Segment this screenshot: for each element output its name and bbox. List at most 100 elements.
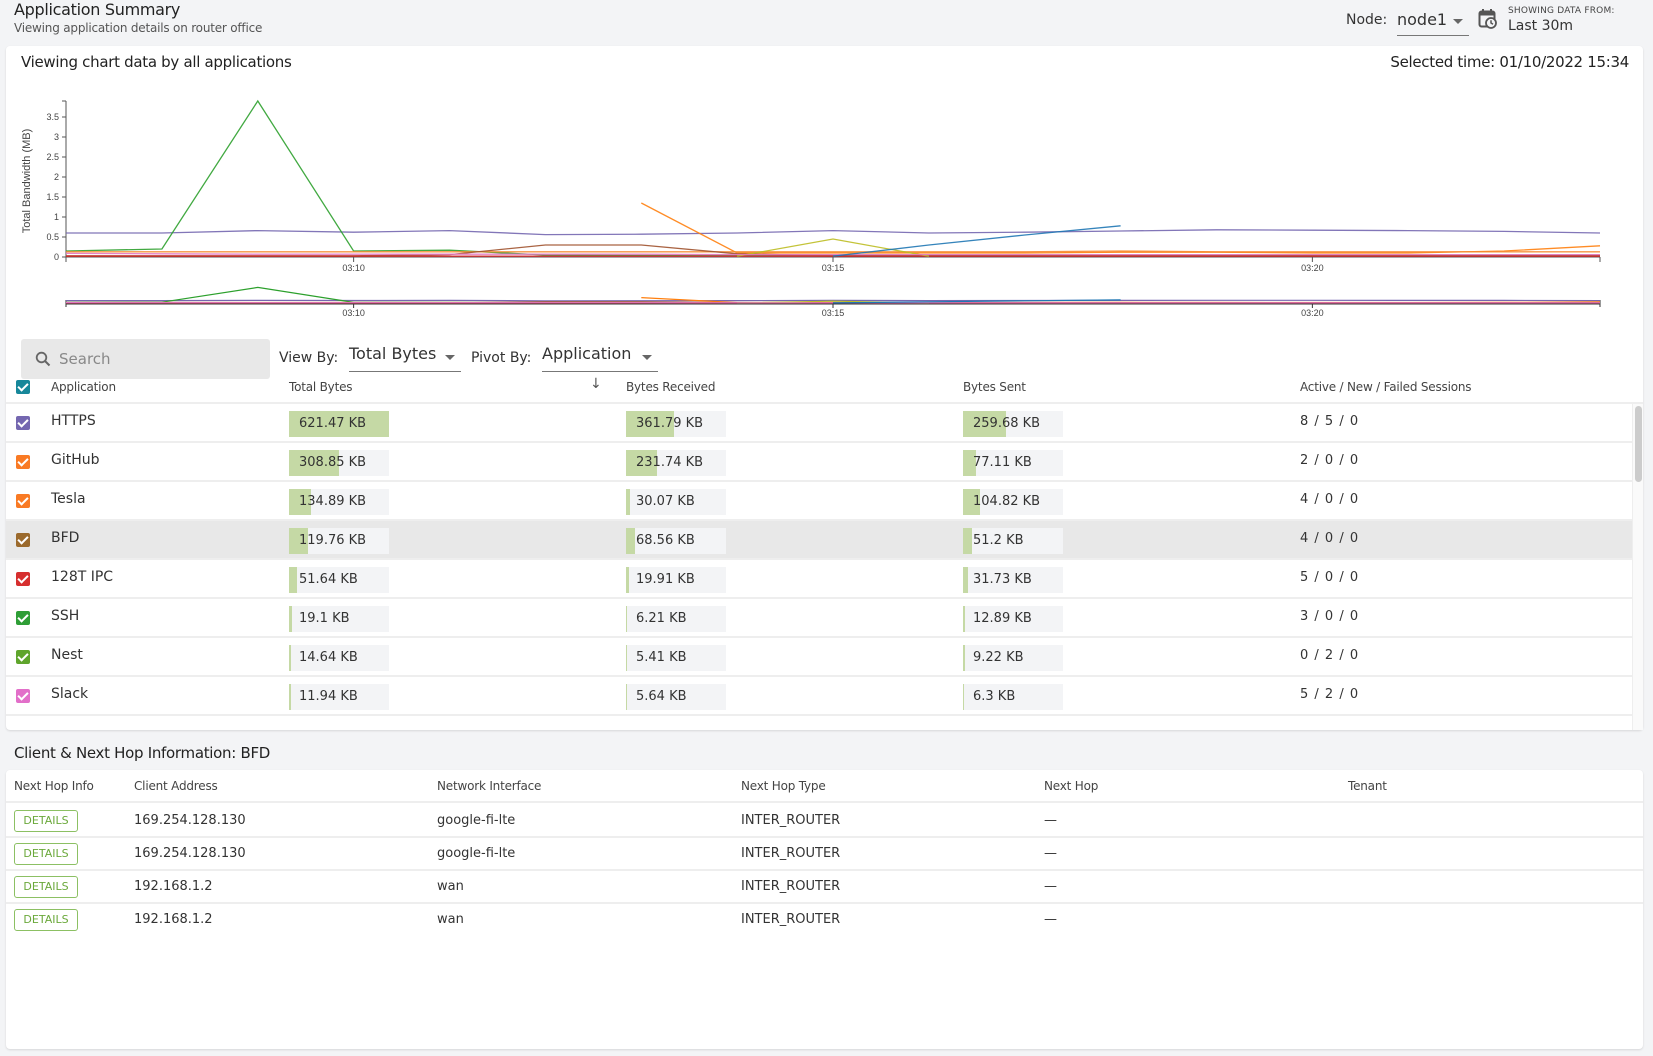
bytes-received-cell: 361.79 KB — [626, 411, 726, 437]
bytes-received-bar — [626, 489, 630, 515]
sessions-value: 3 / 0 / 0 — [1300, 609, 1360, 624]
bytes-sent-cell: 12.89 KB — [963, 606, 1063, 632]
sessions-value: 2 / 0 / 0 — [1300, 453, 1360, 468]
application-name: HTTPS — [51, 413, 96, 429]
total-bytes-value: 308.85 KB — [299, 455, 367, 470]
client-address: 169.254.128.130 — [134, 813, 246, 828]
details-button[interactable]: DETAILS — [14, 843, 78, 865]
series-line-github[interactable] — [640, 202, 1601, 254]
series-line-slack[interactable] — [65, 252, 1600, 256]
pivot-by-label: Pivot By: — [471, 350, 532, 366]
row-checkbox[interactable] — [16, 650, 30, 664]
series-line-nest[interactable] — [736, 238, 930, 257]
node-select[interactable]: node1 — [1397, 8, 1469, 36]
bytes-received-bar — [626, 606, 627, 632]
bytes-sent-bar — [963, 489, 981, 515]
network-interface: google-fi-lte — [437, 813, 516, 828]
total-bytes-bar — [289, 450, 339, 476]
column-header-application[interactable]: Application — [51, 380, 116, 394]
total-bytes-bar — [289, 684, 291, 710]
bandwidth-chart[interactable]: 0 0.5 1 1.5 2 2.5 3 3.5 03:10 03:15 03:20 Total Ban… — [6, 86, 1643, 331]
bytes-sent-bar — [963, 528, 972, 554]
bytes-sent-cell: 6.3 KB — [963, 684, 1063, 710]
total-bytes-bar — [289, 606, 293, 632]
application-name: 128T IPC — [51, 569, 114, 585]
time-range-value[interactable]: Last 30m — [1508, 18, 1574, 34]
column-header-bytes-received[interactable]: Bytes Received — [626, 380, 716, 394]
overview-line-blue — [832, 299, 1121, 304]
search-icon — [35, 351, 51, 367]
column-header-total-bytes[interactable]: Total Bytes — [289, 380, 353, 394]
table-row[interactable]: HTTPS 621.47 KB 361.79 KB 259.68 KB 8 / 5 / … — [6, 404, 1632, 443]
application-name: SSH — [51, 608, 80, 624]
total-bytes-cell: 51.64 KB — [289, 567, 389, 593]
bytes-sent-bar — [963, 450, 976, 476]
total-bytes-bar — [289, 528, 309, 554]
selected-time: Selected time: 01/10/2022 15:34 — [1390, 53, 1629, 71]
bytes-sent-cell: 51.2 KB — [963, 528, 1063, 554]
series-line-tesla[interactable] — [66, 250, 1600, 253]
row-checkbox[interactable] — [16, 455, 30, 469]
y-axis-label: Total Bandwidth (MB) — [21, 129, 33, 234]
main-axes: 0 0.5 1 1.5 2 2.5 3 3.5 03:10 03:15 03:20 Total Ban… — [21, 100, 1601, 273]
scrollbar-thumb[interactable] — [1635, 406, 1642, 482]
bytes-sent-cell: 104.82 KB — [963, 489, 1063, 515]
series-line-blue[interactable] — [832, 225, 1121, 257]
total-bytes-cell: 308.85 KB — [289, 450, 389, 476]
row-checkbox[interactable] — [16, 533, 30, 547]
bytes-sent-cell: 77.11 KB — [963, 450, 1063, 476]
node-label: Node: — [1346, 12, 1388, 28]
details-button[interactable]: DETAILS — [14, 909, 78, 931]
row-checkbox[interactable] — [16, 494, 30, 508]
overview-brush-chart: 03:10 03:15 03:20 — [65, 286, 1601, 318]
table-row[interactable]: Nest 14.64 KB 5.41 KB 9.22 KB 0 / 2 / 0 — [6, 638, 1632, 677]
table-row[interactable]: 128T IPC 51.64 KB 19.91 KB 31.73 KB 5 / 0 / … — [6, 560, 1632, 599]
column-header-network-interface: Network Interface — [437, 779, 542, 793]
sessions-value: 5 / 2 / 0 — [1300, 687, 1360, 702]
table-row[interactable]: Tesla 134.89 KB 30.07 KB 104.82 KB 4 / 0 / 0 — [6, 482, 1632, 521]
table-scrollbar[interactable] — [1632, 404, 1643, 730]
total-bytes-cell: 621.47 KB — [289, 411, 389, 437]
bytes-received-cell: 6.21 KB — [626, 606, 726, 632]
bytes-sent-bar — [963, 645, 965, 671]
column-header-sessions[interactable]: Active / New / Failed Sessions — [1300, 380, 1472, 394]
total-bytes-bar — [289, 489, 311, 515]
table-row[interactable]: GitHub 308.85 KB 231.74 KB 77.11 KB 2 / 0 / … — [6, 443, 1632, 482]
series-line-ssh[interactable] — [65, 99, 1600, 257]
column-header-bytes-sent[interactable]: Bytes Sent — [963, 380, 1026, 394]
details-button[interactable]: DETAILS — [14, 810, 78, 832]
client-address: 192.168.1.2 — [134, 879, 213, 894]
total-bytes-cell: 19.1 KB — [289, 606, 389, 632]
chart-and-table-card: Viewing chart data by all applications S… — [6, 46, 1643, 730]
bytes-sent-value: 6.3 KB — [973, 689, 1016, 704]
sort-descending-icon[interactable]: ↓ — [590, 376, 602, 392]
row-checkbox[interactable] — [16, 572, 30, 586]
next-hop-title: Client & Next Hop Information: BFD — [14, 744, 271, 762]
table-row[interactable]: BFD 119.76 KB 68.56 KB 51.2 KB 4 / 0 / 0 — [6, 521, 1632, 560]
bytes-received-cell: 5.64 KB — [626, 684, 726, 710]
column-header-client-address: Client Address — [134, 779, 218, 793]
row-checkbox[interactable] — [16, 611, 30, 625]
next-hop-row: DETAILS 169.254.128.130 google-fi-lte INTER… — [6, 838, 1643, 871]
bytes-sent-bar — [963, 567, 969, 593]
table-row[interactable]: SSH 19.1 KB 6.21 KB 12.89 KB 3 / 0 / 0 — [6, 599, 1632, 638]
table-row[interactable]: Slack 11.94 KB 5.64 KB 6.3 KB 5 / 2 / 0 — [6, 677, 1632, 716]
pivot-by-select[interactable]: Application — [542, 344, 658, 372]
row-checkbox[interactable] — [16, 416, 30, 430]
node-value: node1 — [1397, 10, 1448, 29]
select-all-checkbox[interactable] — [16, 380, 30, 394]
series-line-https[interactable] — [66, 229, 1601, 236]
search-box[interactable] — [21, 339, 270, 379]
showing-data-label: SHOWING DATA FROM: — [1508, 6, 1615, 16]
bytes-received-bar — [626, 645, 627, 671]
sessions-value: 5 / 0 / 0 — [1300, 570, 1360, 585]
total-bytes-cell: 119.76 KB — [289, 528, 389, 554]
pivot-by-value: Application — [542, 344, 632, 363]
calendar-clock-icon[interactable] — [1478, 8, 1498, 30]
search-input[interactable] — [59, 347, 259, 371]
details-button[interactable]: DETAILS — [14, 876, 78, 898]
caret-down-icon — [1453, 19, 1463, 24]
row-checkbox[interactable] — [16, 689, 30, 703]
application-name: Slack — [51, 686, 89, 702]
view-by-select[interactable]: Total Bytes — [349, 344, 461, 372]
